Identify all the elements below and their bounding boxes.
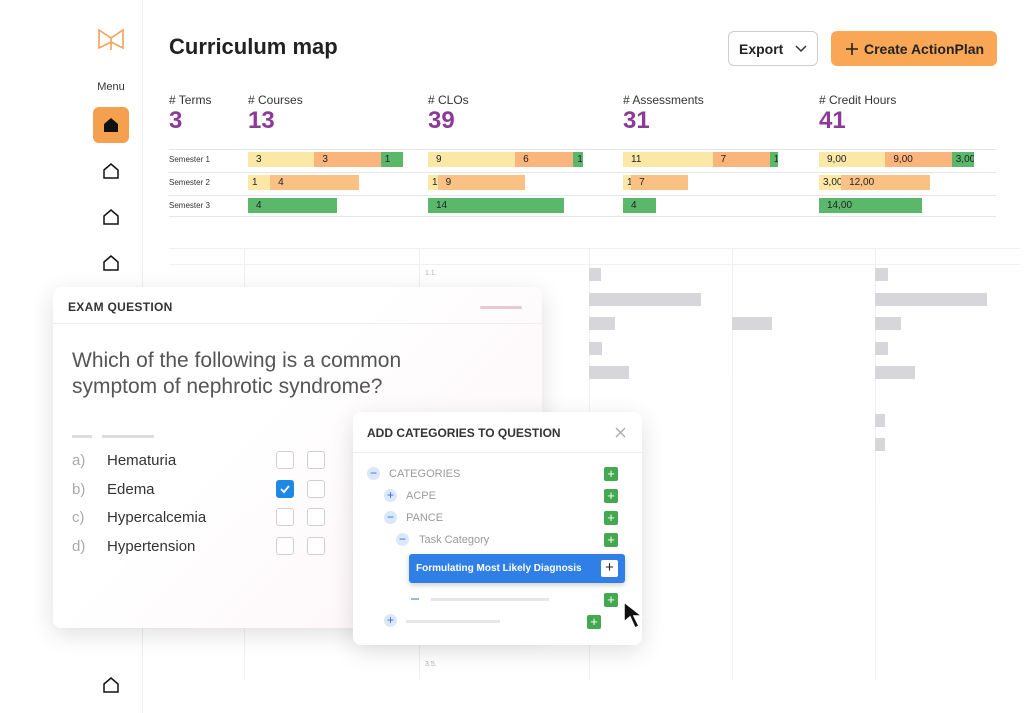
- stat-label: # Terms: [169, 93, 212, 107]
- checkbox[interactable]: [307, 508, 325, 526]
- segment: 9,00: [819, 152, 886, 167]
- logo: [98, 28, 124, 50]
- nav-icon[interactable]: [101, 253, 121, 273]
- add-button[interactable]: +: [604, 489, 618, 503]
- segment: 3,00: [819, 175, 842, 190]
- add-button[interactable]: +: [604, 511, 618, 525]
- add-button[interactable]: +: [604, 533, 618, 547]
- export-label: Export: [739, 40, 784, 57]
- option-letter: c): [72, 509, 85, 526]
- home-icon: [104, 118, 118, 132]
- segment: 6: [515, 152, 574, 167]
- tree-item[interactable]: ACPE: [406, 490, 436, 502]
- row-divider: [169, 216, 996, 217]
- segment: 7: [631, 175, 689, 190]
- segment: 3: [248, 152, 315, 167]
- chevron: [795, 44, 807, 52]
- segment: 12,00: [841, 175, 930, 190]
- checkbox[interactable]: [307, 451, 325, 469]
- selected-item[interactable]: Formulating Most Likely Diagnosis +: [409, 554, 625, 583]
- segment: 1: [769, 152, 778, 167]
- semester-label: Semester 2: [169, 178, 210, 187]
- selected-label: Formulating Most Likely Diagnosis: [416, 563, 582, 574]
- stat-label: # Credit Hours: [819, 93, 897, 107]
- stat-label: # Courses: [248, 93, 303, 107]
- option-text: Hypercalcemia: [107, 509, 207, 526]
- stat-label: # CLOs: [428, 93, 469, 107]
- tree-item[interactable]: CATEGORIES: [389, 468, 461, 480]
- export-button[interactable]: Export: [728, 31, 818, 66]
- segment: 1: [623, 175, 632, 190]
- exam-title: EXAM QUESTION: [68, 300, 173, 314]
- row-divider: [169, 149, 996, 150]
- segment: 3,00: [951, 152, 974, 167]
- segment: 1: [380, 152, 403, 167]
- segment: 7: [712, 152, 770, 167]
- categories-dialog: ADD CATEGORIES TO QUESTION − CATEGORIES …: [353, 412, 642, 645]
- row-divider: [169, 195, 996, 196]
- stat-value: 31: [623, 107, 650, 134]
- option-letter: d): [72, 538, 86, 555]
- option-letter: b): [72, 481, 86, 498]
- segment: 14: [428, 198, 564, 213]
- stat-value: 13: [248, 107, 275, 134]
- segment: 9: [437, 175, 525, 190]
- option-letter: a): [72, 452, 86, 469]
- question-text: Which of the following is a common sympt…: [72, 349, 402, 398]
- row-label: 3.5.: [425, 661, 437, 668]
- stat-value: 39: [428, 107, 455, 134]
- option-text: Edema: [107, 481, 155, 498]
- segment: 4: [248, 198, 337, 213]
- nav-icon[interactable]: [101, 161, 121, 181]
- dialog-title: ADD CATEGORIES TO QUESTION: [367, 426, 561, 440]
- create-label: Create ActionPlan: [864, 40, 985, 57]
- row-divider: [169, 172, 996, 173]
- create-button[interactable]: Create ActionPlan: [831, 31, 997, 66]
- option-text: Hematuria: [107, 452, 177, 469]
- add-button[interactable]: +: [604, 467, 618, 481]
- nav-icon[interactable]: [101, 675, 121, 695]
- tree-item[interactable]: Task Category: [419, 534, 490, 546]
- plus-icon: [846, 42, 858, 55]
- checkbox[interactable]: [276, 451, 294, 469]
- segment: 9,00: [885, 152, 952, 167]
- segment: 3: [314, 152, 381, 167]
- row-label: 1.1.: [425, 270, 437, 277]
- exam-card: EXAM QUESTION Which of the following is …: [53, 287, 542, 628]
- semester-label: Semester 3: [169, 201, 210, 210]
- nav-icon[interactable]: [101, 207, 121, 227]
- page-title: Curriculum map: [169, 34, 338, 59]
- checkbox[interactable]: [276, 508, 294, 526]
- option-text: Hypertension: [107, 538, 196, 555]
- segment: 9: [428, 152, 516, 167]
- segment: 1: [428, 175, 438, 190]
- segment: 11: [623, 152, 713, 167]
- menu-label: Menu: [97, 81, 125, 93]
- stat-label: # Assessments: [623, 93, 704, 107]
- close-button[interactable]: [615, 427, 626, 438]
- checkbox[interactable]: [307, 537, 325, 555]
- cursor: [623, 600, 645, 630]
- checkbox[interactable]: [276, 480, 294, 498]
- segment: 1: [248, 175, 271, 190]
- segment: 4: [270, 175, 359, 190]
- segment: 1: [573, 152, 583, 167]
- stat-value: 3: [169, 107, 183, 134]
- segment: 4: [623, 198, 656, 213]
- checkbox[interactable]: [276, 537, 294, 555]
- tree-item[interactable]: PANCE: [406, 512, 444, 524]
- checkbox[interactable]: [307, 480, 325, 498]
- semester-label: Semester 1: [169, 155, 210, 164]
- segment: 14,00: [819, 198, 923, 213]
- home-button[interactable]: [93, 107, 129, 143]
- stat-value: 41: [819, 107, 846, 134]
